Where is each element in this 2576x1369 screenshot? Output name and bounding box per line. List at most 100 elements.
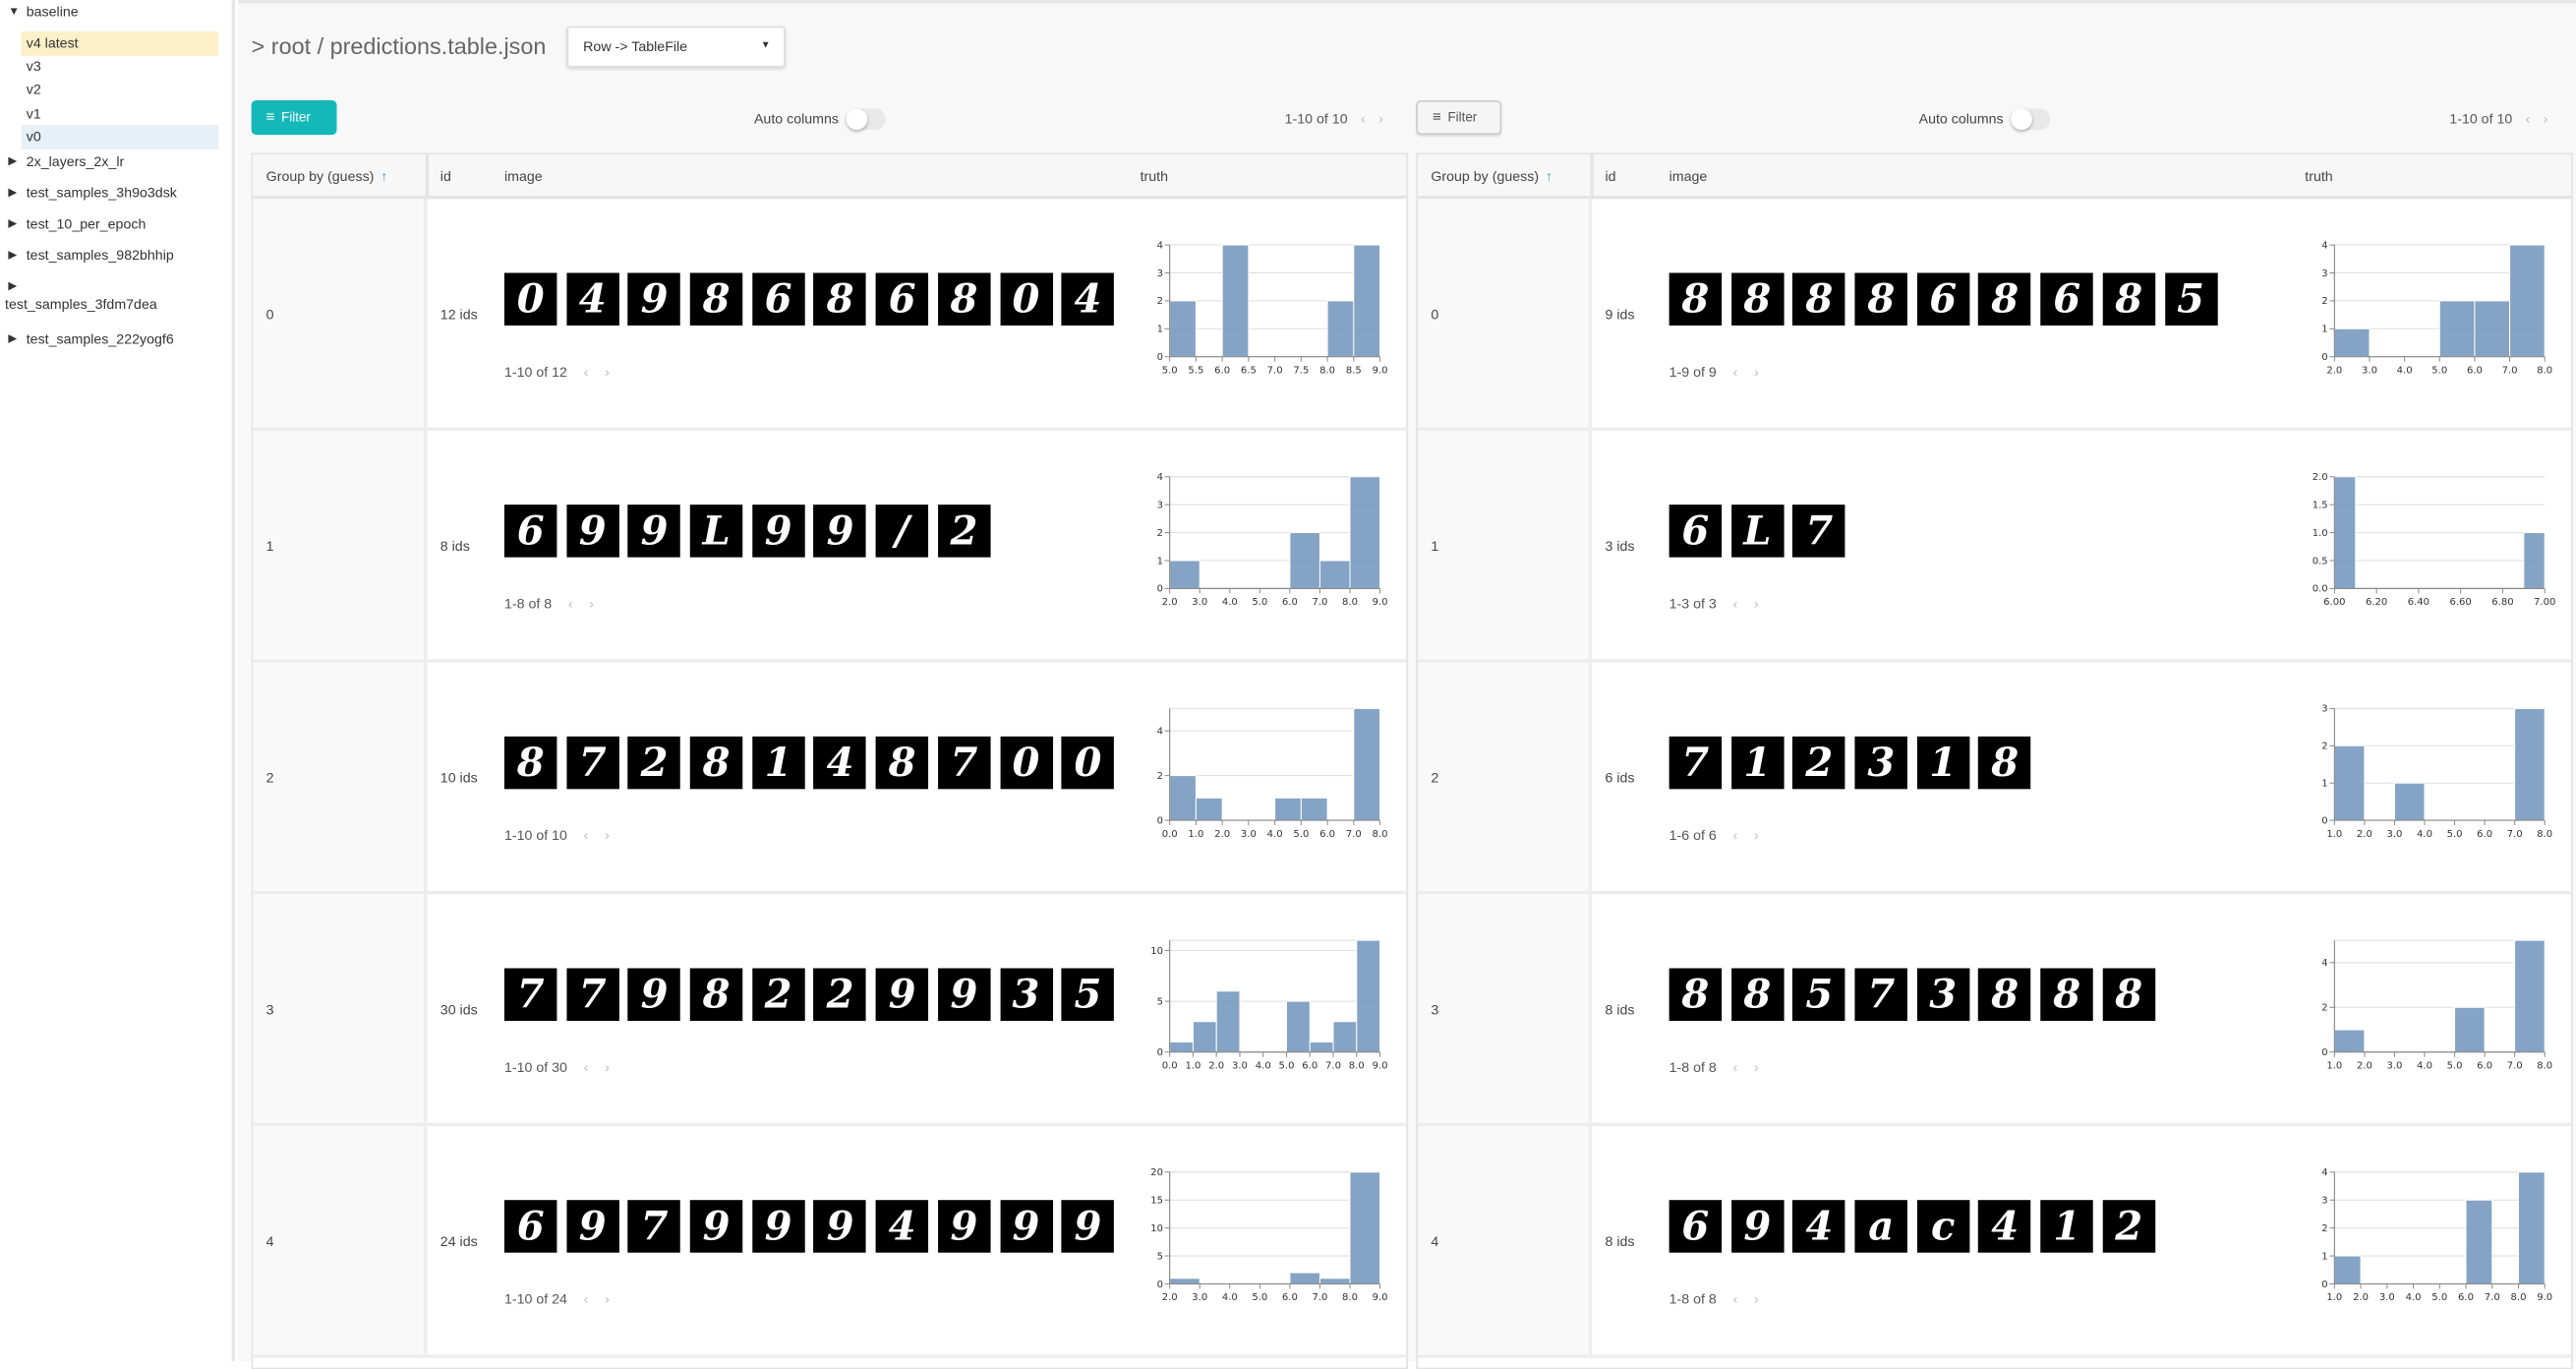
digit-thumbnail[interactable]: 9 bbox=[813, 1200, 867, 1253]
histogram-bar[interactable] bbox=[1353, 244, 1381, 358]
digit-thumbnail[interactable]: 9 bbox=[1061, 1200, 1115, 1253]
sidebar-item-v2[interactable]: v2 bbox=[22, 78, 219, 102]
digit-thumbnail[interactable]: 7 bbox=[1669, 736, 1723, 790]
digit-thumbnail[interactable]: 7 bbox=[937, 736, 991, 790]
digit-thumbnail[interactable]: 0 bbox=[503, 272, 557, 326]
histogram-bar[interactable] bbox=[1169, 300, 1197, 358]
prev-page-icon[interactable]: ‹ bbox=[2525, 109, 2531, 127]
digit-thumbnail[interactable]: 7 bbox=[565, 736, 619, 790]
prev-images-icon[interactable]: ‹ bbox=[1732, 1290, 1738, 1307]
digit-thumbnail[interactable]: 9 bbox=[999, 1200, 1053, 1253]
digit-thumbnail[interactable]: 6 bbox=[503, 1200, 557, 1253]
histogram-bar[interactable] bbox=[1289, 1272, 1320, 1284]
digit-thumbnail[interactable]: 8 bbox=[1792, 272, 1846, 326]
sort-ascending-icon[interactable]: ↑ bbox=[1545, 167, 1552, 185]
column-header-image[interactable]: image bbox=[504, 167, 543, 184]
digit-thumbnail[interactable]: 9 bbox=[751, 1200, 805, 1253]
caret-right-icon[interactable]: ▶ bbox=[8, 250, 18, 262]
prev-images-icon[interactable]: ‹ bbox=[1732, 1058, 1738, 1076]
histogram-bar[interactable] bbox=[1356, 939, 1381, 1053]
digit-thumbnail[interactable]: 8 bbox=[689, 736, 743, 790]
digit-thumbnail[interactable]: 8 bbox=[1669, 968, 1723, 1022]
histogram-bar[interactable] bbox=[2333, 1029, 2366, 1053]
digit-thumbnail[interactable]: 6 bbox=[1669, 1200, 1723, 1253]
caret-right-icon[interactable]: ▶ bbox=[8, 280, 18, 293]
digit-thumbnail[interactable]: 1 bbox=[1730, 736, 1785, 790]
digit-thumbnail[interactable]: 0 bbox=[999, 736, 1053, 790]
histogram-bar[interactable] bbox=[1215, 990, 1241, 1053]
digit-thumbnail[interactable]: 8 bbox=[937, 272, 991, 326]
sidebar-item-v1[interactable]: v1 bbox=[22, 102, 219, 127]
histogram-bar[interactable] bbox=[2333, 744, 2366, 821]
histogram-bar[interactable] bbox=[1349, 1171, 1381, 1284]
auto-columns-toggle[interactable] bbox=[2010, 108, 2050, 131]
digit-thumbnail[interactable]: 6 bbox=[503, 505, 557, 558]
next-images-icon[interactable]: › bbox=[605, 1058, 610, 1076]
digit-thumbnail[interactable]: 0 bbox=[999, 272, 1053, 326]
sidebar-item-baseline[interactable]: ▼ baseline bbox=[0, 0, 230, 25]
histogram-bar[interactable] bbox=[2465, 1199, 2493, 1284]
digit-thumbnail[interactable]: 7 bbox=[627, 1200, 681, 1253]
histogram-bar[interactable] bbox=[2509, 244, 2546, 358]
digit-thumbnail[interactable]: 8 bbox=[875, 736, 929, 790]
digit-thumbnail[interactable]: 1 bbox=[1916, 736, 1969, 790]
digit-thumbnail[interactable]: 1 bbox=[751, 736, 805, 790]
histogram-bar[interactable] bbox=[1300, 797, 1328, 821]
sidebar-item-test-10-per-epoch[interactable]: ▶ test_10_per_epoch bbox=[0, 212, 230, 237]
histogram-bar[interactable] bbox=[1332, 1021, 1358, 1053]
digit-thumbnail[interactable]: 7 bbox=[503, 968, 557, 1022]
prev-images-icon[interactable]: ‹ bbox=[583, 1058, 589, 1076]
digit-thumbnail[interactable]: 9 bbox=[689, 1200, 743, 1253]
histogram-bar[interactable] bbox=[1285, 1000, 1311, 1053]
sidebar-item-test-samples-222yogf6[interactable]: ▶ test_samples_222yogf6 bbox=[0, 327, 230, 352]
digit-thumbnail[interactable]: 7 bbox=[565, 968, 619, 1022]
digit-thumbnail[interactable]: 9 bbox=[1730, 1200, 1785, 1253]
histogram-bar[interactable] bbox=[2333, 476, 2357, 589]
column-header-id[interactable]: id bbox=[440, 167, 451, 184]
histogram-bar[interactable] bbox=[1309, 1041, 1334, 1053]
histogram-bar[interactable] bbox=[1349, 476, 1381, 589]
next-images-icon[interactable]: › bbox=[1753, 1290, 1759, 1307]
column-header-truth[interactable]: truth bbox=[1141, 167, 1168, 184]
histogram-bar[interactable] bbox=[1318, 1278, 1351, 1284]
prev-images-icon[interactable]: ‹ bbox=[567, 595, 573, 612]
next-images-icon[interactable]: › bbox=[1753, 826, 1759, 844]
digit-thumbnail[interactable]: 9 bbox=[813, 505, 867, 558]
next-images-icon[interactable]: › bbox=[1753, 363, 1759, 381]
digit-thumbnail[interactable]: 1 bbox=[2040, 1200, 2093, 1253]
sidebar-item-v0[interactable]: v0 bbox=[21, 125, 219, 150]
digit-thumbnail[interactable]: 9 bbox=[565, 505, 619, 558]
caret-right-icon[interactable]: ▶ bbox=[8, 187, 18, 200]
histogram-bar[interactable] bbox=[1274, 797, 1302, 821]
digit-thumbnail[interactable]: 4 bbox=[875, 1200, 929, 1253]
column-header-group[interactable]: Group by (guess) ↑ bbox=[266, 167, 388, 184]
prev-images-icon[interactable]: ‹ bbox=[583, 1290, 589, 1307]
histogram-bar[interactable] bbox=[1192, 1021, 1217, 1053]
histogram-bar[interactable] bbox=[2333, 1255, 2362, 1284]
digit-thumbnail[interactable]: 6 bbox=[1916, 272, 1969, 326]
histogram-bar[interactable] bbox=[1326, 300, 1355, 358]
column-header-group[interactable]: Group by (guess) ↑ bbox=[1431, 167, 1552, 184]
histogram-bar[interactable] bbox=[1318, 560, 1351, 589]
next-images-icon[interactable]: › bbox=[605, 1290, 610, 1307]
digit-thumbnail[interactable]: 8 bbox=[689, 272, 743, 326]
next-images-icon[interactable]: › bbox=[605, 363, 610, 381]
digit-thumbnail[interactable]: 9 bbox=[937, 1200, 991, 1253]
digit-thumbnail[interactable]: 8 bbox=[1978, 736, 2031, 790]
sidebar-item-test-samples-982bhhip[interactable]: ▶ test_samples_982bhhip bbox=[0, 243, 230, 268]
sidebar-item-test-samples-3fdm7dea[interactable]: ▶ test_samples_3fdm7dea bbox=[0, 274, 230, 324]
prev-page-icon[interactable]: ‹ bbox=[1360, 109, 1366, 127]
histogram-bar[interactable] bbox=[2454, 1006, 2486, 1053]
caret-right-icon[interactable]: ▶ bbox=[8, 218, 18, 231]
digit-thumbnail[interactable]: 8 bbox=[1669, 272, 1723, 326]
digit-thumbnail[interactable]: L bbox=[1730, 505, 1785, 558]
histogram-bar[interactable] bbox=[2438, 300, 2476, 358]
histogram-bar[interactable] bbox=[1169, 1278, 1200, 1284]
histogram-bar[interactable] bbox=[2333, 327, 2371, 358]
digit-thumbnail[interactable]: 8 bbox=[1854, 272, 1908, 326]
sidebar-item-2x-layers-2x-lr[interactable]: ▶ 2x_layers_2x_lr bbox=[0, 149, 230, 174]
histogram-bar[interactable] bbox=[2474, 300, 2511, 358]
digit-thumbnail[interactable]: 8 bbox=[503, 736, 557, 790]
prev-images-icon[interactable]: ‹ bbox=[1732, 826, 1738, 844]
digit-thumbnail[interactable]: 6 bbox=[2040, 272, 2093, 326]
